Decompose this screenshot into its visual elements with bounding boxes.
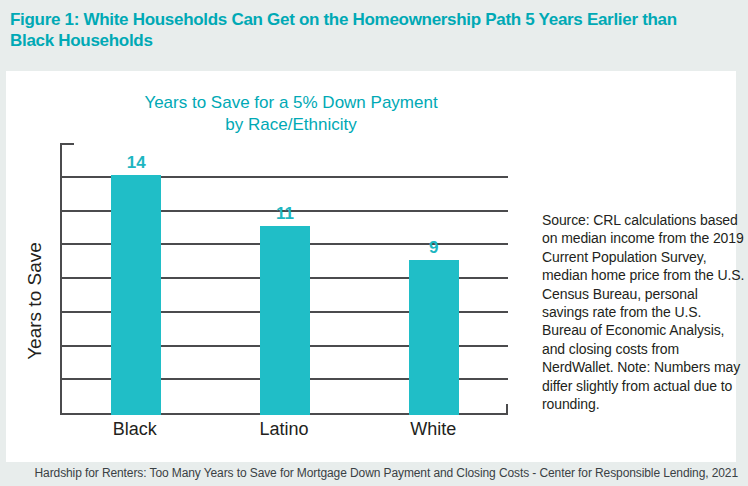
bar-value-label-black: 14 — [127, 153, 146, 173]
figure-header-line2: Black Households — [10, 30, 730, 51]
bar-black — [111, 175, 161, 415]
chart-title-line2: by Race/Ethnicity — [56, 114, 526, 136]
x-axis-label-latino: Latino — [209, 419, 358, 443]
footer-citation: Hardship for Renters: Too Many Years to … — [0, 466, 738, 480]
bar-group-latino: 11 — [211, 143, 360, 415]
y-axis-label: Years to Save — [24, 201, 46, 401]
bar-white — [409, 260, 459, 415]
x-axis-labels: BlackLatinoWhite — [60, 419, 508, 443]
bar-group-black: 14 — [62, 143, 211, 415]
x-axis-label-white: White — [359, 419, 508, 443]
chart-panel: Years to Save for a 5% Down Payment by R… — [6, 71, 736, 462]
figure-header-line1: Figure 1: White Households Can Get on th… — [10, 9, 730, 30]
bar-value-label-white: 9 — [429, 238, 438, 258]
plot-area: 14 11 9 — [60, 143, 508, 415]
chart-title-line1: Years to Save for a 5% Down Payment — [56, 92, 526, 114]
chart-title: Years to Save for a 5% Down Payment by R… — [56, 92, 526, 136]
source-note: Source: CRL calculations based on median… — [542, 211, 748, 413]
bar-group-white: 9 — [359, 143, 508, 415]
bar-value-label-latino: 11 — [276, 204, 294, 224]
x-axis-label-black: Black — [60, 419, 209, 443]
page: Figure 1: White Households Can Get on th… — [0, 0, 748, 486]
figure-header: Figure 1: White Households Can Get on th… — [10, 9, 730, 51]
bar-latino — [260, 226, 310, 415]
